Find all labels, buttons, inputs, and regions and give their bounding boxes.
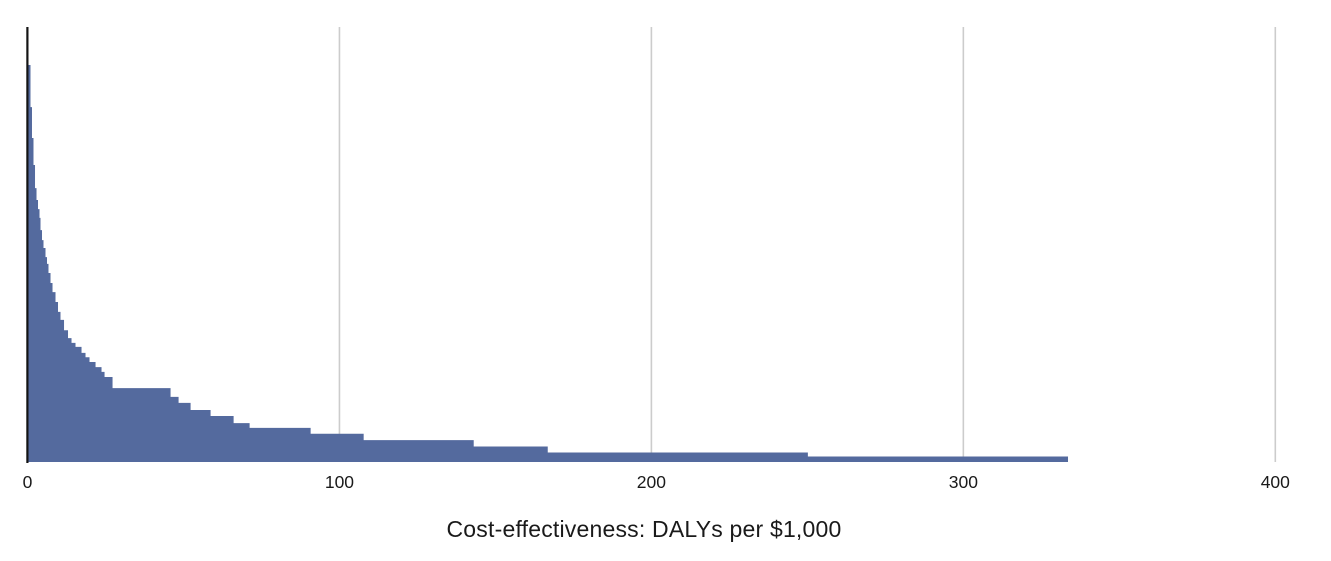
x-tick-label-100: 100 (325, 472, 354, 492)
x-axis-title: Cost-effectiveness: DALYs per $1,000 (446, 516, 842, 542)
x-tick-label-0: 0 (23, 472, 33, 492)
x-tick-label-200: 200 (637, 472, 666, 492)
x-tick-label-400: 400 (1261, 472, 1290, 492)
y-axis-line (26, 27, 29, 463)
histogram-bars (27, 65, 1069, 462)
x-tick-label-300: 300 (949, 472, 978, 492)
gridlines-group (338, 27, 1277, 462)
x-tick-labels-group: 0 100 200 300 400 (23, 472, 1291, 492)
